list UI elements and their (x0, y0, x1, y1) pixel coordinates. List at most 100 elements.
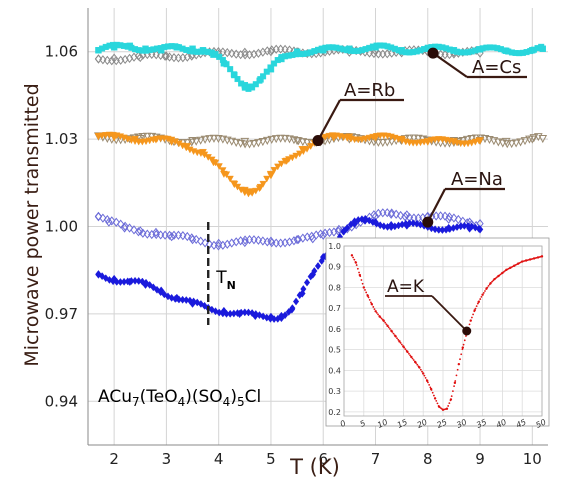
trace-marker (130, 225, 138, 235)
inset-trace-dot (392, 332, 395, 335)
inset-trace-dot (396, 337, 398, 340)
annotations: TN A=Cs A=Rb A=Na (207, 47, 527, 325)
na-leader-line (426, 188, 446, 223)
inset-trace-dot (471, 316, 473, 319)
cs-leader-line (432, 52, 468, 78)
trace-marker (267, 64, 274, 71)
inset-trace-dot (406, 351, 409, 354)
trace-marker (135, 277, 142, 285)
inset-x-tick-label: 50 (534, 418, 547, 430)
inset-trace-dot (408, 352, 410, 355)
inset-trace-dot (373, 308, 376, 311)
trace-marker (298, 138, 308, 147)
inset-x-tick-label: 30 (455, 418, 468, 430)
main-series-0 (95, 41, 546, 92)
inset-x-tick-label: 5 (359, 419, 367, 429)
trace-marker (234, 76, 241, 83)
inset-trace-dot (436, 402, 439, 405)
trace-marker (314, 262, 322, 270)
cs-label: A=Cs (472, 57, 521, 78)
trace-marker (148, 49, 156, 60)
rb-callout: A=Rb (312, 80, 404, 147)
trace-marker (383, 208, 391, 218)
inset-trace-dot (370, 301, 372, 304)
trace-marker (388, 208, 396, 218)
trace-marker (413, 219, 420, 228)
inset-trace-dot (418, 367, 421, 369)
trace-marker (108, 216, 116, 226)
main-x-tick-label: 10 (523, 450, 542, 468)
inset-trace-dot (378, 315, 381, 317)
inset-y-tick-label: 0.6 (328, 325, 341, 334)
trace-marker (302, 138, 312, 147)
main-x-tick-label: 9 (475, 450, 485, 468)
trace-marker (303, 145, 311, 153)
trace-marker (168, 293, 175, 302)
trace-marker (263, 175, 271, 183)
k-leader-line (431, 295, 468, 332)
trace-marker (186, 296, 193, 305)
trace-marker (258, 138, 268, 147)
compound-formula: ACu7(TeO4)(SO4)5Cl (98, 387, 261, 409)
inset-trace-dot (411, 357, 414, 360)
inset-grid (343, 245, 543, 417)
trace-marker (366, 216, 373, 225)
rb-label: A=Rb (344, 80, 395, 101)
main-frame (87, 8, 548, 446)
trace-marker (106, 275, 113, 284)
trace-marker (300, 285, 307, 293)
inset-trace-dot (487, 285, 490, 287)
trace-marker (190, 297, 197, 306)
inset-trace-dot (354, 260, 357, 263)
inset-trace-dot (399, 342, 402, 344)
trace-marker (263, 237, 271, 247)
tn-label: TN (215, 268, 236, 292)
trace-marker (307, 143, 315, 150)
trace-marker (374, 138, 383, 147)
trace-marker (165, 52, 174, 62)
inset-trace-dot (431, 391, 434, 394)
trace-marker (475, 137, 483, 145)
inset-series: A=K (350, 254, 544, 411)
trace-marker (396, 210, 405, 221)
trace-marker (161, 290, 168, 299)
main-x-tick-label: 3 (162, 450, 172, 468)
inset-trace-dot (412, 359, 415, 361)
trace-marker (117, 219, 125, 229)
trace-marker (236, 139, 245, 148)
trace-marker (205, 135, 214, 144)
trace-marker (405, 134, 414, 143)
inset-y-tick-label: 0.8 (328, 283, 341, 292)
trace-marker (157, 50, 165, 60)
inset-trace-dot (422, 372, 425, 375)
trace-marker (142, 132, 152, 141)
trace-marker (125, 223, 134, 233)
inset-trace-dot (405, 349, 408, 352)
trace-marker (432, 225, 439, 234)
trace-marker (259, 236, 267, 246)
trace-marker (464, 221, 472, 230)
inset-trace-dot (377, 313, 379, 316)
trace-marker (94, 54, 103, 64)
trace-marker (197, 236, 205, 246)
inset-trace-dot (375, 311, 378, 314)
inset-trace-dot (429, 386, 432, 389)
trace-marker (238, 80, 245, 87)
inset-chart: A=K 0 5 10 15 20 25 30 35 40 45 50 0.2 0.3 0.4 0.5 0.6… (325, 237, 550, 430)
inset-x-tick-label: 15 (396, 418, 409, 430)
data-point (335, 224, 343, 235)
inset-trace-dot (389, 328, 391, 330)
inset-trace-dot (435, 399, 438, 402)
inset-trace-dot (352, 256, 355, 259)
trace-marker (192, 234, 200, 245)
trace-marker (281, 44, 289, 54)
inset-trace-dot (394, 335, 397, 338)
k-marker (462, 326, 472, 336)
inset-trace-dot (371, 303, 374, 306)
inset-trace-dot (362, 286, 365, 289)
trace-marker (296, 150, 304, 158)
trace-marker (454, 214, 462, 225)
trace-marker (303, 278, 311, 287)
trace-marker (370, 48, 378, 59)
